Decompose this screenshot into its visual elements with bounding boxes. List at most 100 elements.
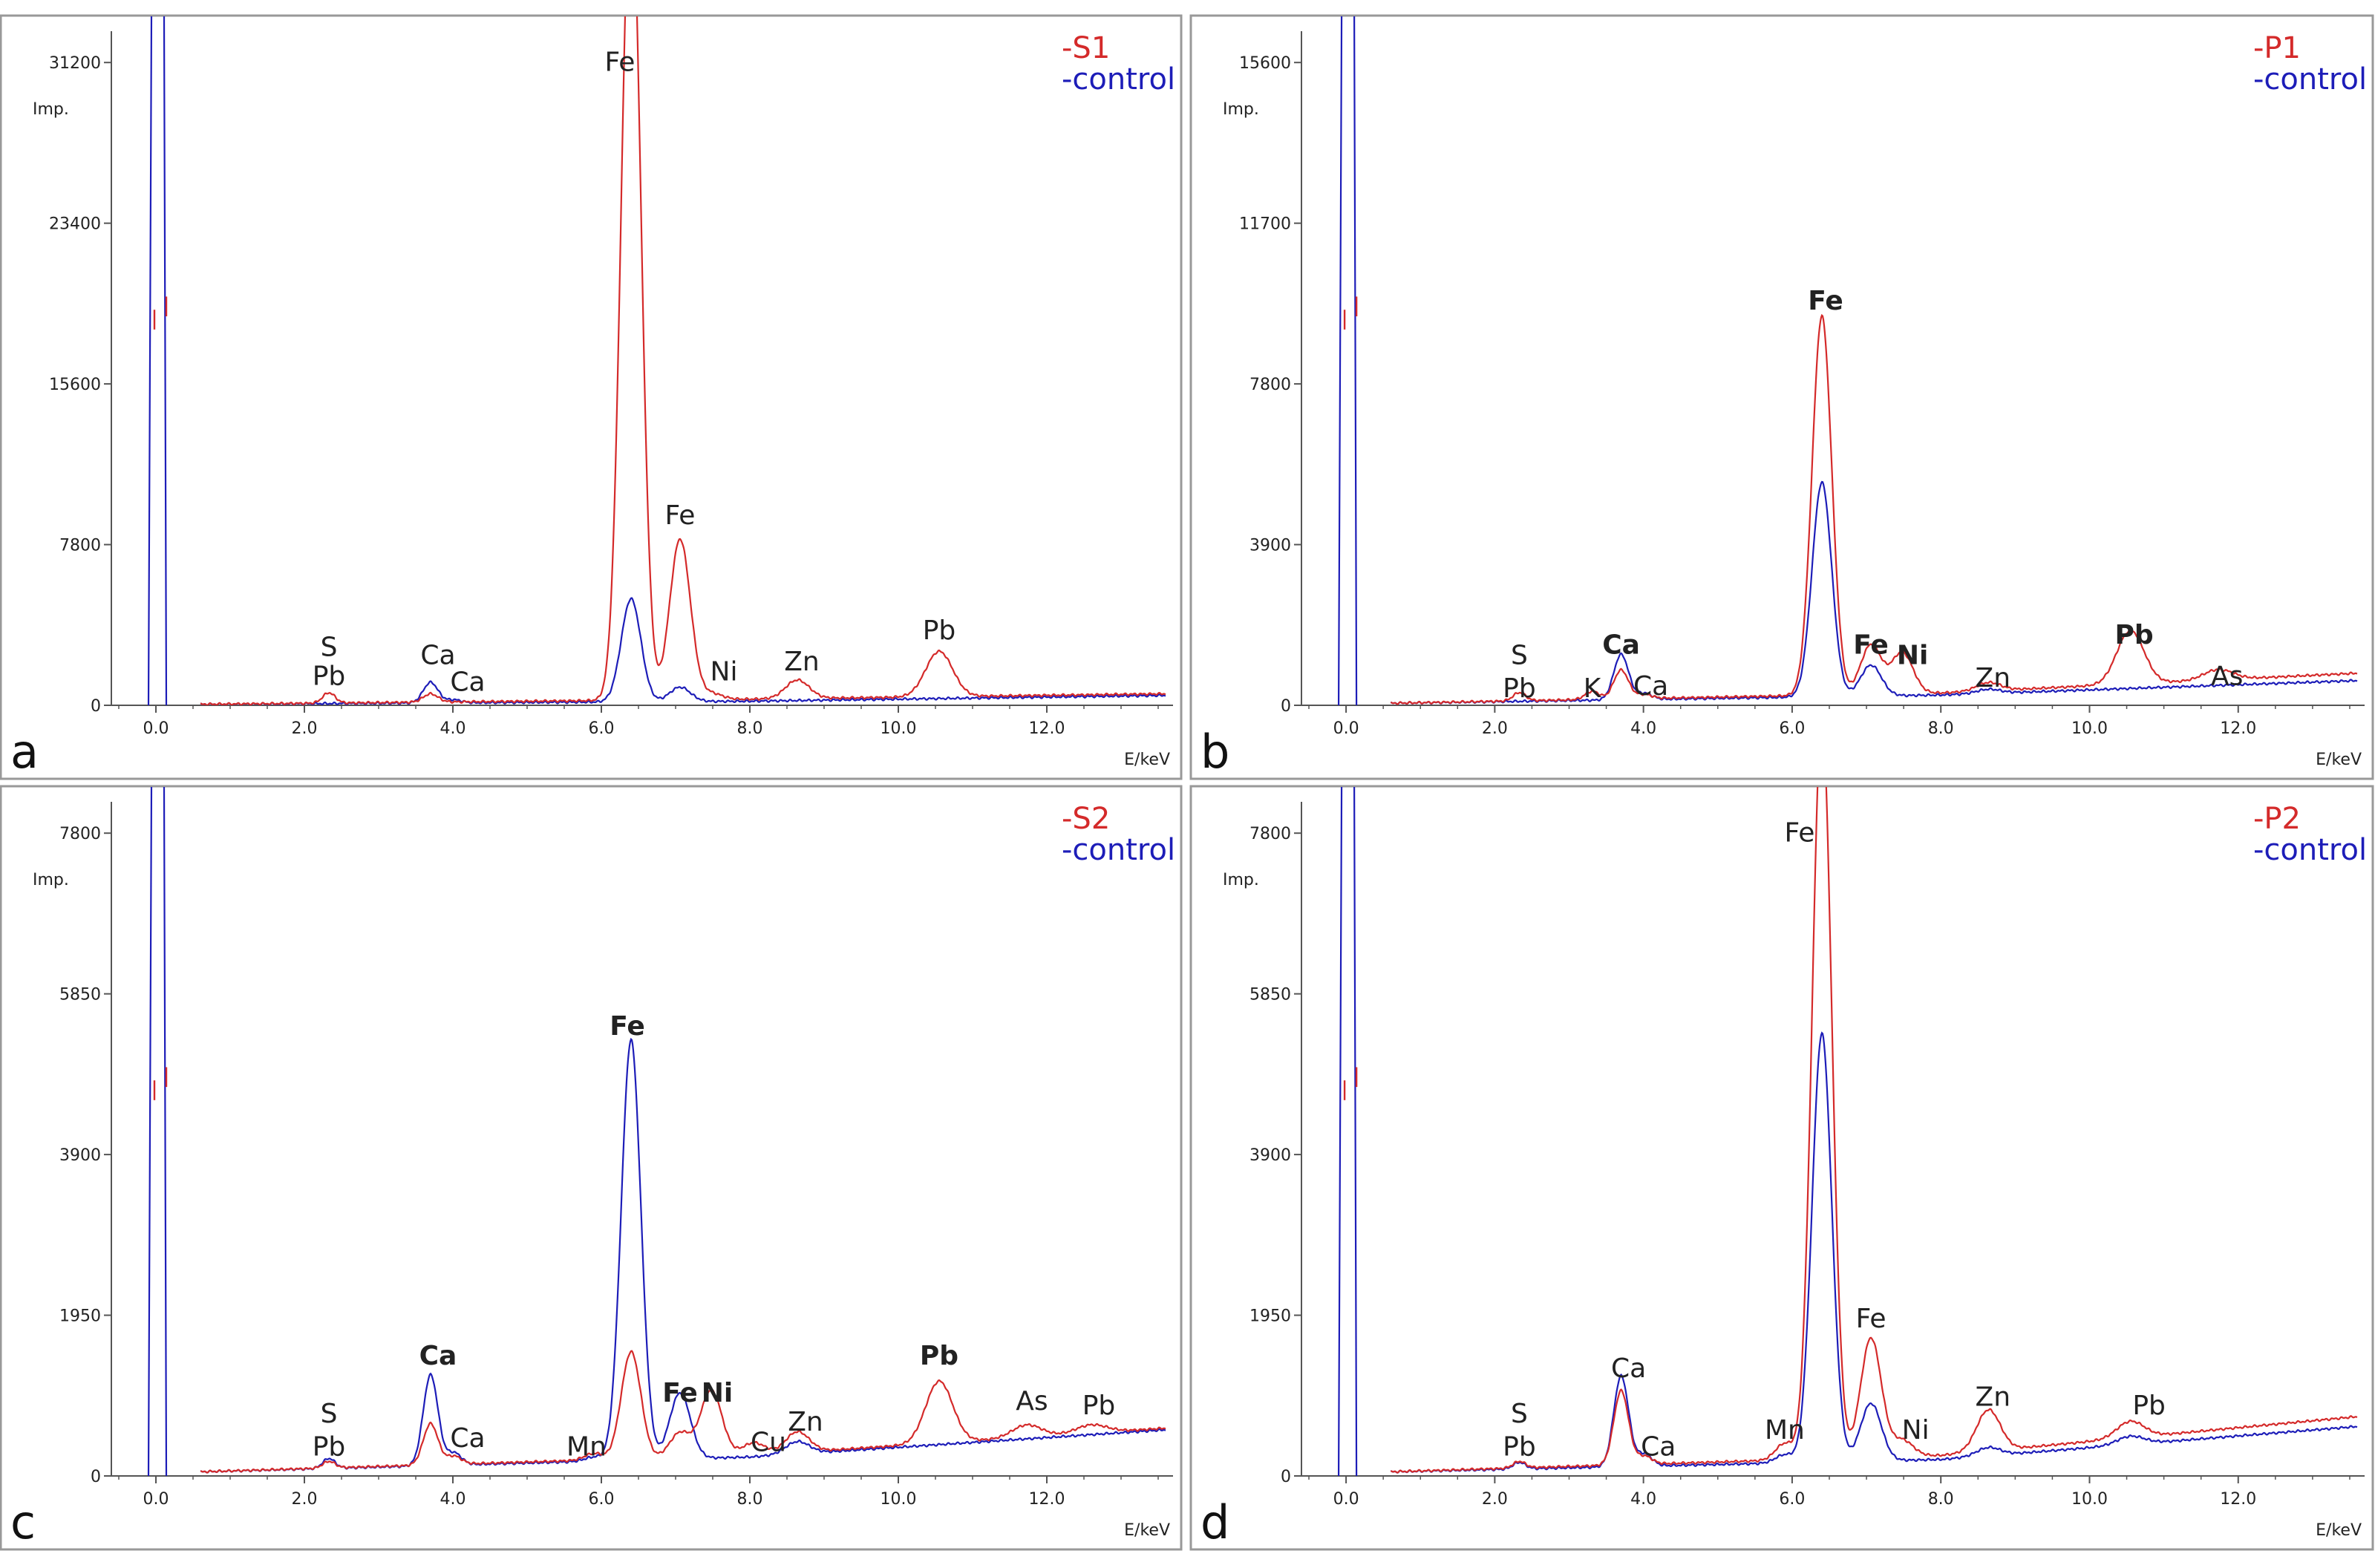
x-tick-label: 0.0 <box>1333 719 1359 738</box>
peak-label: Zn <box>1976 1382 2010 1413</box>
x-axis-label: E/keV <box>2316 751 2362 769</box>
x-axis-label: E/keV <box>1124 751 1170 769</box>
panel-letter: c <box>10 1495 36 1549</box>
spectrum-panel-d: 0 1950 3900 5850 7800 Imp. 0.0 2.0 4.0 6.0 8.0 10.0… <box>1189 785 2374 1551</box>
x-axis-label: E/keV <box>2316 1521 2362 1540</box>
peak-label: Ni <box>710 657 738 687</box>
panel-letter: a <box>10 725 39 779</box>
x-tick-label: 8.0 <box>1928 719 1954 738</box>
spectrum-panel-b: 0 3900 7800 11700 15600 Imp. 0.0 2.0 4.0 6.0 8.0 10… <box>1189 14 2374 780</box>
zero-peak-control <box>1337 16 1358 705</box>
y-tick-label: 7800 <box>59 825 101 843</box>
x-tick-label: 12.0 <box>2220 1490 2256 1509</box>
panel-frame <box>1189 14 2374 780</box>
peak-label: Pb <box>2114 620 2153 650</box>
x-tick-label: 0.0 <box>1333 1490 1359 1509</box>
zero-peak-control <box>1337 787 1358 1476</box>
peak-label: Mn <box>1765 1415 1805 1446</box>
peak-label: Pb <box>1503 673 1536 704</box>
peak-label: Fe <box>610 1011 645 1042</box>
series-sample-line <box>200 1350 1166 1474</box>
panel-frame <box>1189 785 2374 1551</box>
peak-label: Cu <box>751 1428 786 1458</box>
y-tick-label: 7800 <box>59 537 101 555</box>
peak-label: Ca <box>420 641 455 671</box>
x-tick-label: 4.0 <box>440 1490 466 1509</box>
x-axis-label: E/keV <box>1124 1521 1170 1540</box>
peak-label: Ni <box>702 1378 733 1408</box>
peak-label: Mn <box>566 1431 607 1462</box>
x-tick-label: 8.0 <box>1928 1490 1954 1509</box>
y-tick-label: 5850 <box>59 986 101 1004</box>
y-tick-label: 15600 <box>49 376 101 394</box>
peak-label: S <box>321 1399 338 1429</box>
spectrum-panel-c: 0 1950 3900 5850 7800 Imp. 0.0 2.0 4.0 6.0 8.0 10.0… <box>0 785 1183 1551</box>
x-tick-label: 12.0 <box>1029 1490 1065 1509</box>
legend-entry-sample: -S1 <box>1062 31 1110 65</box>
y-tick-label: 0 <box>1281 1468 1291 1486</box>
y-tick-label: 15600 <box>1239 54 1291 73</box>
panel-frame <box>0 14 1183 780</box>
x-tick-label: 6.0 <box>589 1490 615 1509</box>
y-tick-label: 3900 <box>59 1146 101 1165</box>
x-tick-label: 4.0 <box>1630 719 1656 738</box>
x-tick-label: 8.0 <box>737 719 763 738</box>
x-tick-label: 0.0 <box>143 1490 169 1509</box>
y-tick-label: 0 <box>91 697 101 716</box>
y-tick-label: 5850 <box>1249 986 1291 1004</box>
y-tick-label: 3900 <box>1249 537 1291 555</box>
y-axis-label: Imp. <box>1223 871 1259 889</box>
peak-label: Zn <box>788 1407 823 1437</box>
y-axis-label: Imp. <box>33 871 69 889</box>
y-tick-label: 0 <box>91 1468 101 1486</box>
x-tick-label: 10.0 <box>2071 1490 2108 1509</box>
peak-label: Ca <box>1641 1431 1676 1462</box>
panel-frame <box>0 785 1183 1551</box>
peak-label: Ca <box>1633 671 1668 702</box>
x-tick-label: 12.0 <box>2220 719 2256 738</box>
y-axis-label: Imp. <box>1223 100 1259 119</box>
x-tick-label: 10.0 <box>2071 719 2108 738</box>
legend-entry-sample: -P2 <box>2253 802 2301 836</box>
peak-label: Ca <box>419 1341 457 1371</box>
peak-label: Pb <box>1082 1391 1116 1421</box>
legend-entry-sample: -S2 <box>1062 802 1110 836</box>
peak-label: Pb <box>923 615 956 646</box>
legend-entry-control: -control <box>1062 62 1175 97</box>
x-tick-label: 2.0 <box>292 1490 318 1509</box>
peak-label: Ca <box>1602 630 1640 661</box>
x-tick-label: 6.0 <box>589 719 615 738</box>
x-tick-label: 2.0 <box>292 719 318 738</box>
peak-label: Ca <box>450 667 485 698</box>
y-tick-label: 31200 <box>49 54 101 73</box>
x-tick-label: 10.0 <box>881 1490 917 1509</box>
y-tick-label: 7800 <box>1249 376 1291 394</box>
peak-label: S <box>321 632 338 662</box>
peak-label: Fe <box>1856 1304 1886 1334</box>
peak-label: Fe <box>662 1378 698 1408</box>
series-control-line <box>1390 1031 2358 1474</box>
x-tick-label: 4.0 <box>1630 1490 1656 1509</box>
peak-label: S <box>1511 1399 1528 1429</box>
peak-label: Pb <box>1503 1431 1536 1462</box>
y-axis-label: Imp. <box>33 100 69 119</box>
peak-label: K <box>1584 673 1602 704</box>
peak-label: Pb <box>920 1341 958 1371</box>
peak-label: Fe <box>1784 817 1814 848</box>
x-tick-label: 10.0 <box>881 719 917 738</box>
x-tick-label: 12.0 <box>1029 719 1065 738</box>
peak-label: Pb <box>313 1431 346 1462</box>
legend-entry-control: -control <box>1062 833 1175 867</box>
y-tick-label: 3900 <box>1249 1146 1291 1165</box>
x-tick-label: 4.0 <box>440 719 466 738</box>
peak-label: Pb <box>2132 1391 2166 1421</box>
y-tick-label: 7800 <box>1249 825 1291 843</box>
zero-peak-control <box>147 16 168 705</box>
x-tick-label: 6.0 <box>1779 719 1805 738</box>
legend-entry-control: -control <box>2253 833 2367 867</box>
spectrum-panel-a: 0 7800 15600 23400 31200 Imp. 0.0 2.0 4.0 6.0 8.0 1… <box>0 14 1183 780</box>
y-tick-label: 0 <box>1281 697 1291 716</box>
x-tick-label: 2.0 <box>1482 719 1508 738</box>
peak-label: Zn <box>1976 663 2010 693</box>
